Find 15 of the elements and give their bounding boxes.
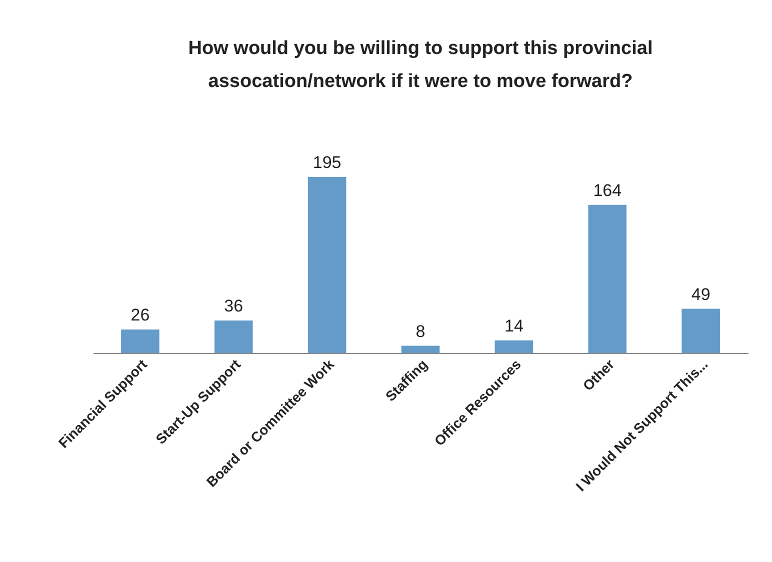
- bar: [214, 320, 253, 353]
- bar: [401, 346, 440, 353]
- bar: [682, 308, 720, 353]
- data-label: 164: [593, 180, 622, 200]
- data-label: 49: [691, 284, 710, 304]
- data-label: 36: [224, 296, 244, 316]
- data-label: 26: [130, 306, 150, 325]
- bar: [308, 176, 346, 353]
- data-label: 195: [312, 152, 342, 172]
- chart-title: How would you be willing to support this provincial assocation/network if it were to move forward?: [188, 38, 653, 92]
- data-label: 8: [416, 322, 426, 341]
- bar: [121, 330, 160, 353]
- data-label: 14: [504, 316, 524, 336]
- bar: [494, 340, 534, 353]
- bar: [588, 204, 627, 353]
